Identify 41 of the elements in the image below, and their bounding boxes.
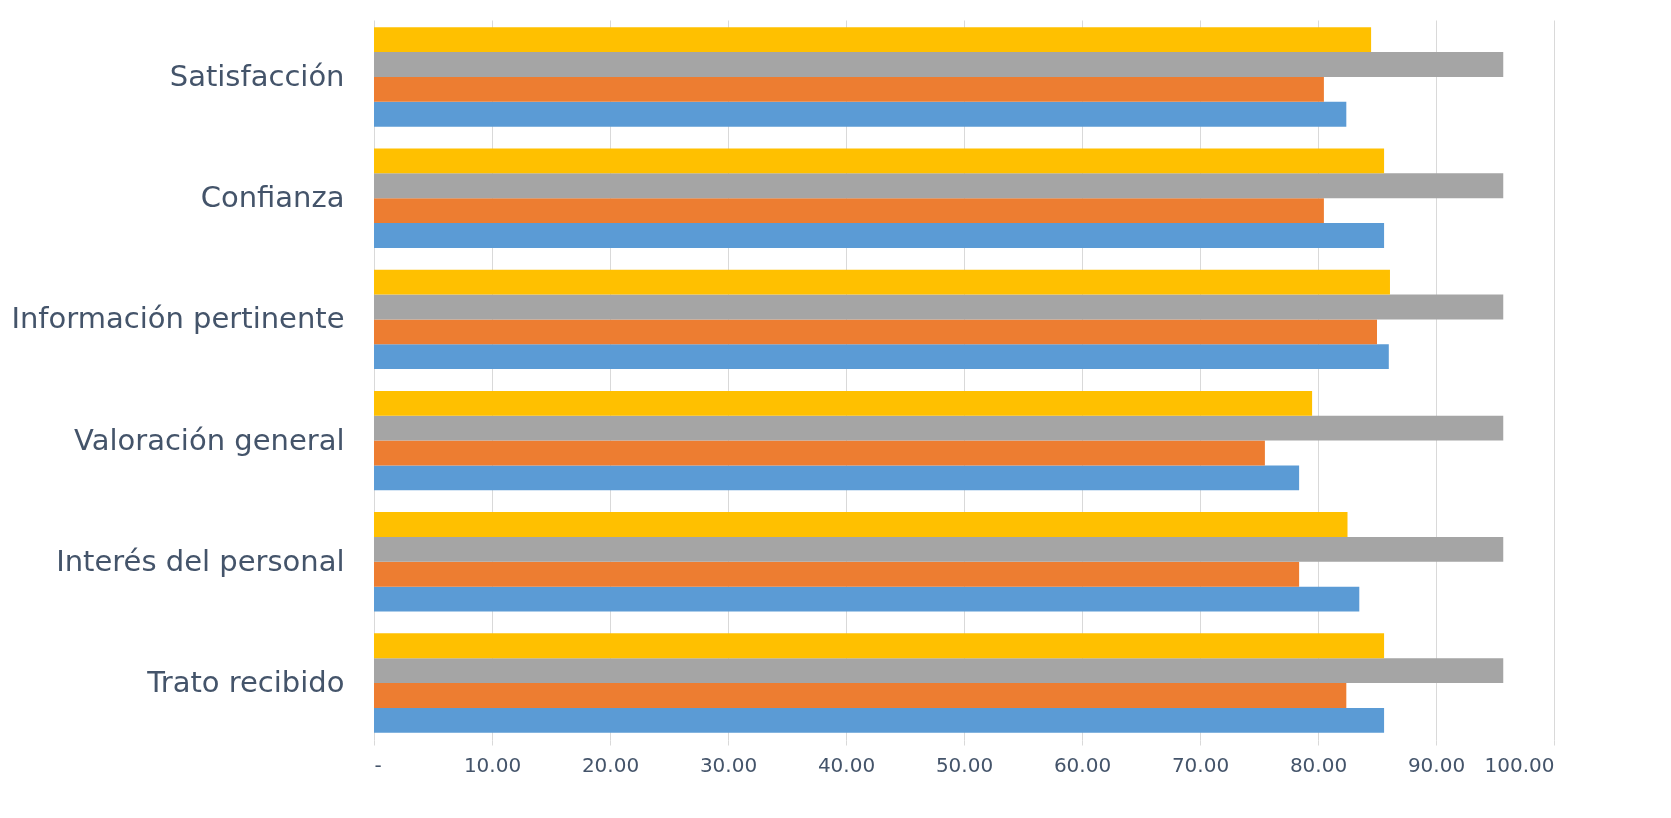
bar (374, 658, 1504, 684)
bar (374, 707, 1385, 733)
bar (374, 319, 1377, 345)
bar (374, 465, 1300, 491)
bar (374, 223, 1385, 248)
x-tick-label: 60.00 (1053, 752, 1112, 777)
bar (374, 561, 1300, 587)
y-tick-label: Interés del personal (56, 543, 345, 578)
x-tick-label: 100.00 (1484, 752, 1555, 777)
bar (374, 344, 1389, 370)
y-tick-label: Confianza (200, 180, 345, 215)
x-tick-label: 70.00 (1171, 752, 1230, 777)
bar (374, 269, 1390, 295)
bar (374, 198, 1324, 224)
x-tick-label: 20.00 (581, 752, 640, 777)
bar (374, 101, 1347, 127)
y-tick-label: Información pertinente (11, 301, 345, 336)
bar (374, 440, 1265, 466)
x-tick-label: 90.00 (1407, 752, 1466, 777)
bar (374, 76, 1324, 102)
bar (374, 683, 1347, 708)
bar (374, 27, 1372, 53)
bar (374, 633, 1385, 659)
bar (374, 586, 1360, 612)
bar (374, 294, 1504, 320)
x-tick-label: 50.00 (935, 752, 994, 777)
bar (374, 148, 1385, 174)
bar (374, 415, 1504, 441)
x-tick-label: - (374, 752, 382, 777)
x-tick-label: 10.00 (463, 752, 522, 777)
bar (374, 512, 1348, 537)
x-tick-label: 30.00 (699, 752, 758, 777)
bar (374, 390, 1313, 416)
y-tick-label: Satisfacción (169, 58, 345, 93)
bar (374, 173, 1504, 199)
bar (374, 536, 1504, 562)
y-tick-label: Valoración general (74, 422, 345, 457)
bar (374, 52, 1504, 77)
x-tick-label: 40.00 (817, 752, 876, 777)
y-tick-label: Trato recibido (146, 665, 345, 700)
x-tick-label: 80.00 (1289, 752, 1348, 777)
